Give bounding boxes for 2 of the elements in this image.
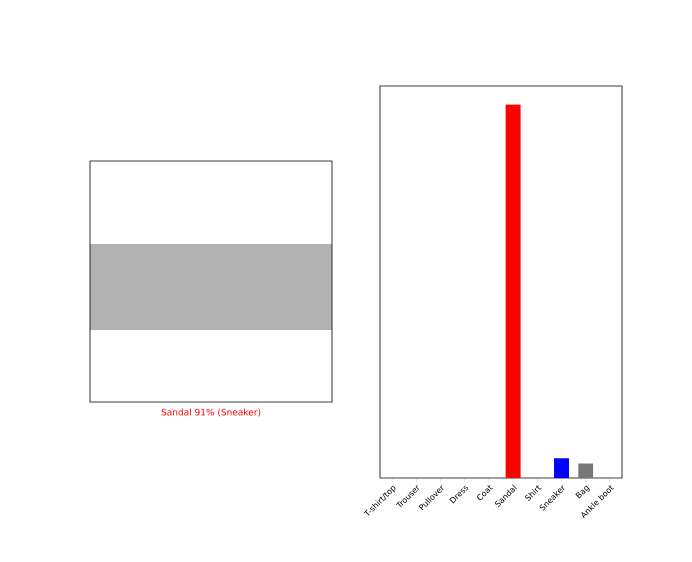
text: Sandal 91% (Sneaker) xyxy=(162,408,260,417)
x-tick-label: Bag xyxy=(575,486,590,498)
